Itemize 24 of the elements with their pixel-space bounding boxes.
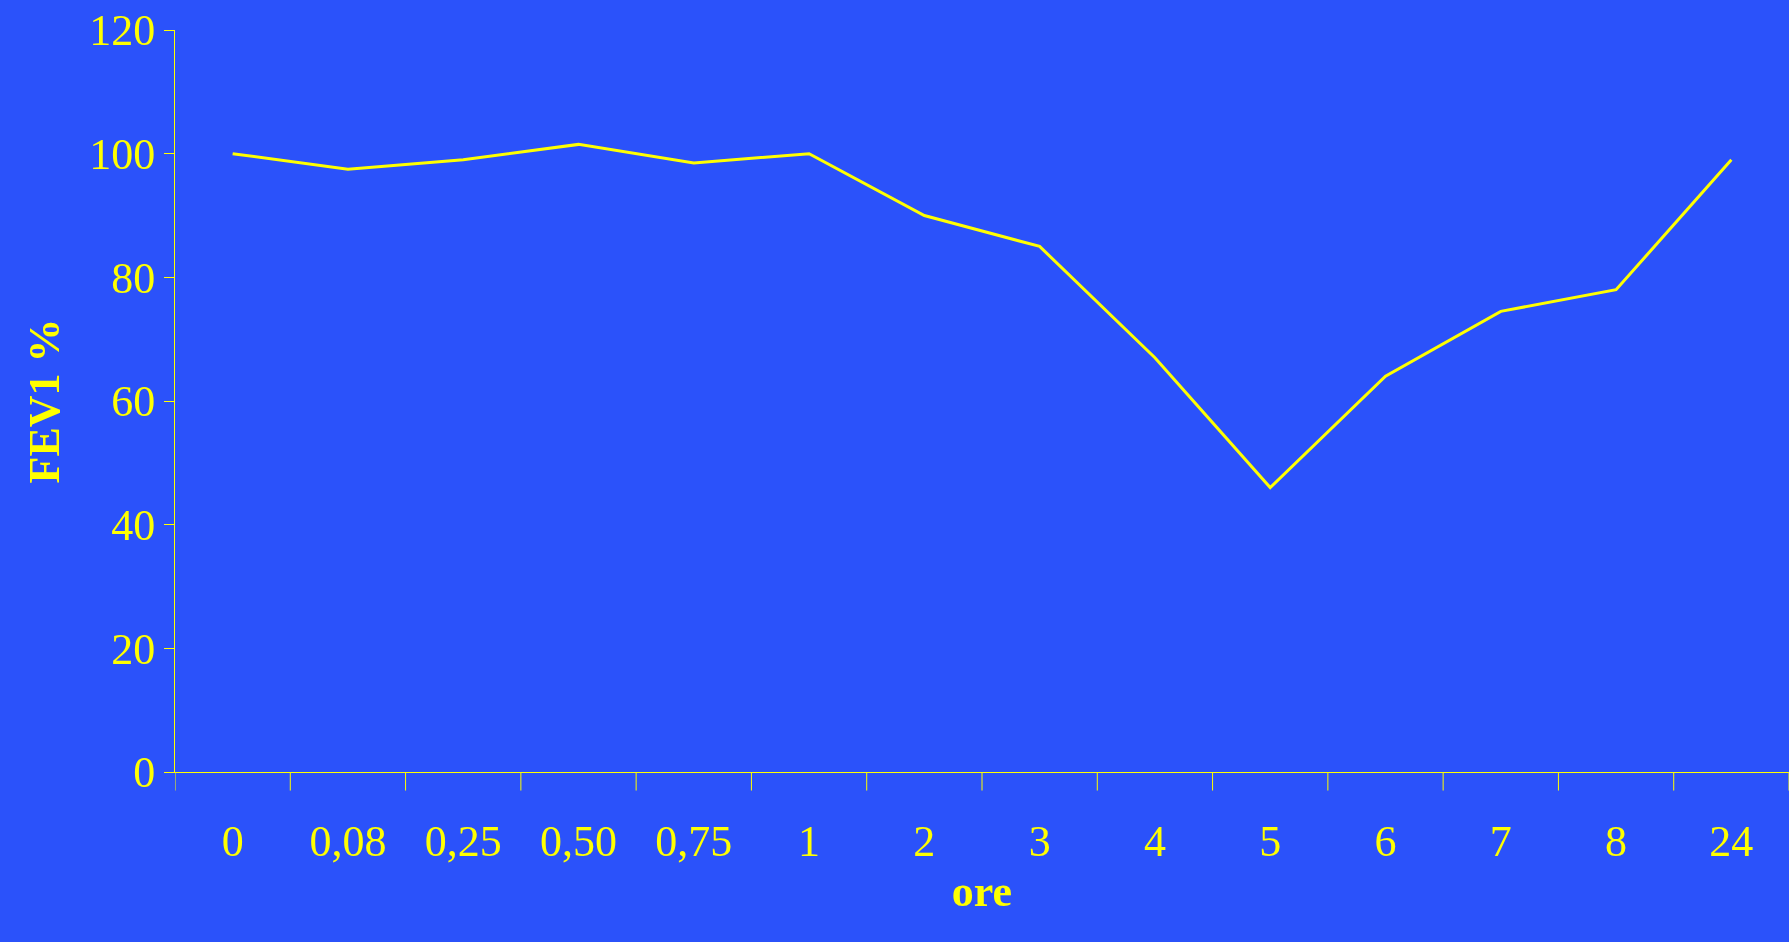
line-series <box>231 142 1733 490</box>
x-tick-label: 6 <box>1374 816 1397 866</box>
x-tick-label: 0,25 <box>424 816 502 866</box>
x-tick-label: 5 <box>1259 816 1282 866</box>
x-tick-label: 1 <box>798 816 821 866</box>
x-tick-label: 4 <box>1143 816 1166 866</box>
y-tick-label: 80 <box>111 253 156 303</box>
x-tick-label: 0 <box>221 816 244 866</box>
y-tick-label: 0 <box>133 748 156 798</box>
y-tick-label: 40 <box>111 501 156 551</box>
y-tick-label: 100 <box>89 130 156 180</box>
x-tick-label: 3 <box>1028 816 1051 866</box>
y-tick-label: 60 <box>111 377 156 427</box>
y-tick-label: 120 <box>89 6 156 56</box>
x-tick-label: 0,08 <box>309 816 387 866</box>
x-tick-label: 24 <box>1709 816 1754 866</box>
x-tick-label: 2 <box>913 816 936 866</box>
x-tick-label: 0,75 <box>655 816 733 866</box>
y-axis-title: FEV1 % <box>20 318 70 484</box>
x-tick-label: 7 <box>1489 816 1512 866</box>
x-tick-label: 8 <box>1605 816 1628 866</box>
x-tick-label: 0,50 <box>540 816 617 866</box>
y-tick-label: 20 <box>111 624 156 674</box>
x-axis-title: ore <box>951 867 1013 917</box>
